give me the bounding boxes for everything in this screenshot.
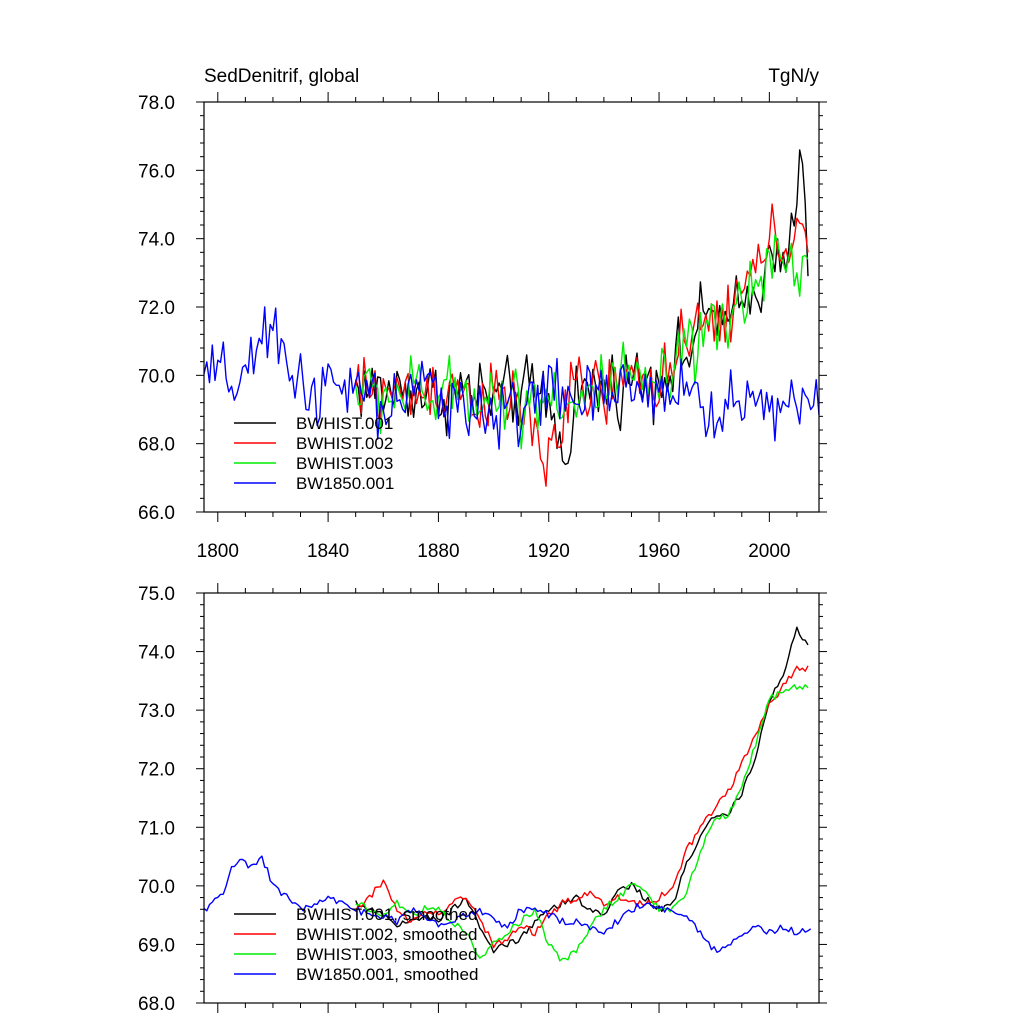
y-tick-label: 74.0 — [138, 230, 175, 251]
x-tick-label: 1880 — [417, 541, 459, 562]
legend-label: BW1850.001, smoothed — [296, 965, 478, 984]
top-series-lines — [203, 149, 820, 487]
y-tick-label: 70.0 — [138, 877, 175, 898]
series-line-bwhist-001-smoothed — [355, 626, 809, 954]
legend-label: BWHIST.001, smoothed — [296, 905, 477, 924]
y-tick-label: 73.0 — [138, 701, 175, 722]
series-line-bw1850-001-smoothed — [203, 855, 812, 953]
series-line-bwhist-003 — [355, 234, 809, 450]
y-tick-label: 78.0 — [138, 93, 175, 114]
y-tick-label: 72.0 — [138, 298, 175, 319]
x-tick-label: 1800 — [197, 541, 239, 562]
y-tick-label: 75.0 — [138, 584, 175, 605]
y-tick-label: 68.0 — [138, 994, 175, 1015]
top-panel: SedDenitrif, global TgN/y 66.0 68.0 70.0 72… — [138, 66, 827, 562]
y-tick-label: 68.0 — [138, 435, 175, 456]
y-tick-label: 72.0 — [138, 760, 175, 781]
legend-label: BWHIST.002 — [296, 434, 393, 453]
series-line-bw1850-001 — [203, 306, 820, 450]
bottom-panel: 68.0 69.0 70.0 71.0 72.0 73.0 74.0 75.0 BWHIST.… — [138, 583, 827, 1015]
top-axis-ticks: 66.0 68.0 70.0 72.0 74.0 76.0 78.0 1800 1840 1880… — [138, 92, 827, 562]
legend-label: BW1850.001 — [296, 474, 394, 493]
series-line-bwhist-002 — [355, 203, 809, 487]
bottom-axis-ticks: 68.0 69.0 70.0 71.0 72.0 73.0 74.0 75.0 — [138, 583, 827, 1015]
y-tick-label: 70.0 — [138, 366, 175, 387]
x-tick-label: 1840 — [307, 541, 349, 562]
top-left-title: SedDenitrif, global — [204, 66, 359, 87]
series-line-bwhist-003-smoothed — [355, 684, 809, 962]
series-line-bwhist-001 — [355, 149, 809, 466]
y-tick-label: 76.0 — [138, 161, 175, 182]
legend-label: BWHIST.003 — [296, 454, 393, 473]
bottom-plot-frame — [203, 592, 820, 1004]
top-right-units: TgN/y — [768, 66, 819, 87]
x-tick-label: 1920 — [528, 541, 570, 562]
legend-label: BWHIST.003, smoothed — [296, 945, 477, 964]
y-tick-label: 71.0 — [138, 818, 175, 839]
legend-label: BWHIST.002, smoothed — [296, 925, 477, 944]
y-tick-label: 69.0 — [138, 935, 175, 956]
y-tick-label: 74.0 — [138, 643, 175, 664]
bottom-series-lines — [203, 626, 812, 962]
series-line-bwhist-002-smoothed — [355, 665, 809, 949]
y-tick-label: 66.0 — [138, 503, 175, 524]
x-tick-label: 1960 — [638, 541, 680, 562]
legend-label: BWHIST.001 — [296, 414, 393, 433]
x-tick-label: 2000 — [748, 541, 790, 562]
top-plot-frame — [203, 101, 820, 513]
